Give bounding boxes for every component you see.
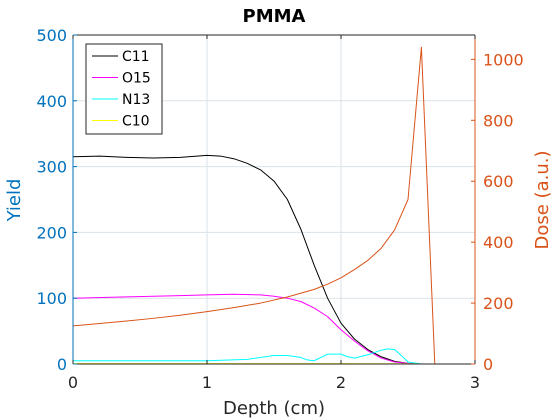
y-left-tick-label: 500 (36, 26, 67, 45)
series-line-c11 (72, 154, 415, 365)
y-left-tick-label: 100 (36, 289, 67, 308)
y-left-tick-label: 0 (57, 355, 67, 374)
legend-label-c11: C11 (122, 49, 150, 65)
chart-title: PMMA (243, 6, 306, 27)
y-left-tick-label: 300 (36, 158, 67, 177)
y-right-tick-label: 1000 (483, 50, 524, 69)
series-line-dose (72, 46, 475, 365)
series-line-o15 (72, 293, 415, 365)
legend-box (85, 43, 163, 135)
x-tick-label: 2 (336, 373, 346, 392)
series-line-n13 (73, 348, 422, 365)
y-right-tick-label: 600 (483, 172, 514, 191)
grid (73, 35, 475, 364)
legend-label-o15: O15 (122, 71, 151, 87)
y-right-tick-label: 0 (483, 355, 493, 374)
y-left-tick-label: 200 (36, 223, 67, 242)
y-right-tick-label: 400 (483, 233, 514, 252)
y-axis-left-label: Yield (4, 179, 25, 223)
y-axis-right-label: Dose (a.u.) (532, 151, 553, 250)
legend-label-n13: N13 (122, 92, 150, 108)
y-left-tick-label: 400 (36, 92, 67, 111)
y-right-tick-label: 200 (483, 294, 514, 313)
x-tick-label: 0 (68, 373, 78, 392)
x-tick-label: 1 (202, 373, 212, 392)
y-right-tick-label: 800 (483, 111, 514, 130)
x-tick-label: 3 (470, 373, 480, 392)
axes (72, 34, 476, 365)
x-axis-label: Depth (cm) (223, 398, 325, 419)
legend: C11 O15 N13 C10 (85, 43, 163, 135)
legend-label-c10: C10 (122, 114, 150, 130)
